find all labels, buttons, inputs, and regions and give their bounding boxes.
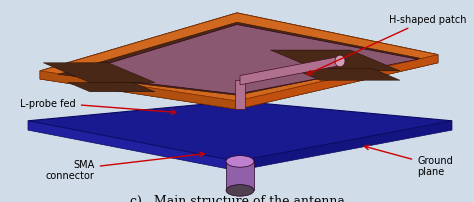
Text: L-probe fed: L-probe fed bbox=[20, 98, 176, 115]
Polygon shape bbox=[28, 121, 237, 171]
Polygon shape bbox=[226, 162, 254, 190]
Polygon shape bbox=[40, 14, 438, 102]
Polygon shape bbox=[237, 55, 438, 110]
Polygon shape bbox=[235, 81, 245, 110]
Text: Ground
plane: Ground plane bbox=[365, 146, 453, 176]
Polygon shape bbox=[43, 63, 155, 83]
Ellipse shape bbox=[226, 156, 254, 167]
Polygon shape bbox=[237, 121, 452, 171]
Polygon shape bbox=[40, 14, 438, 102]
Ellipse shape bbox=[335, 56, 345, 67]
Polygon shape bbox=[271, 51, 400, 72]
Polygon shape bbox=[68, 83, 155, 92]
Polygon shape bbox=[58, 23, 420, 96]
Text: H-shaped patch: H-shaped patch bbox=[307, 15, 466, 75]
Polygon shape bbox=[40, 72, 237, 110]
Polygon shape bbox=[28, 102, 452, 162]
Text: SMA
connector: SMA connector bbox=[46, 152, 204, 180]
Text: c)   Main structure of the antenna: c) Main structure of the antenna bbox=[129, 194, 345, 202]
Ellipse shape bbox=[226, 185, 254, 196]
Polygon shape bbox=[237, 55, 438, 110]
Polygon shape bbox=[292, 69, 400, 81]
Polygon shape bbox=[40, 72, 237, 110]
Polygon shape bbox=[240, 57, 340, 85]
Polygon shape bbox=[72, 25, 418, 95]
